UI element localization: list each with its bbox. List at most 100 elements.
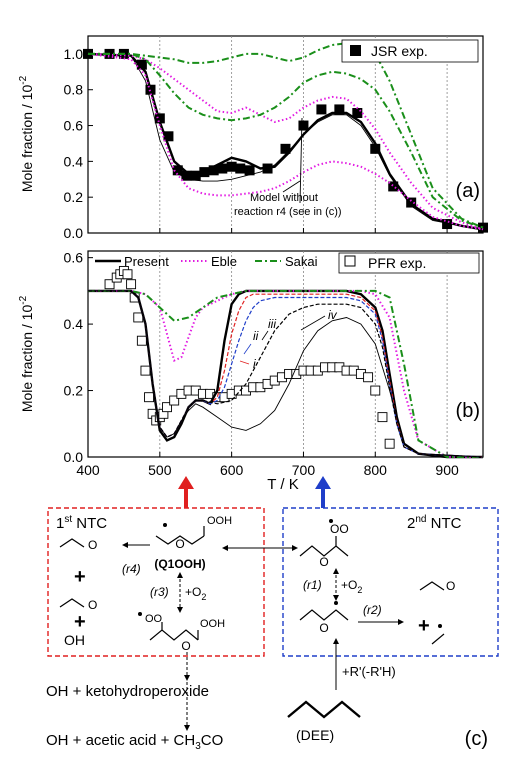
- jsr-exp-point: [244, 165, 255, 176]
- x-tick-label: 900: [435, 462, 459, 478]
- y-tick-label: 0.2: [64, 189, 84, 205]
- plus-2: +: [74, 611, 86, 633]
- acetaldehyde-3: [419, 581, 445, 591]
- jsr-exp-point: [235, 163, 246, 174]
- acetaldehyde-1: [59, 538, 85, 548]
- panel-a-y-ticks: 0.0 0.2 0.4 0.6 0.8 1.0: [64, 46, 93, 241]
- x-tick-label: 700: [292, 462, 316, 478]
- arrow-r1-head-down: [333, 595, 339, 601]
- panel-b-y-axis-label: Mole fraction / 10-2: [18, 295, 35, 412]
- y-tick-label: 0.6: [64, 118, 84, 134]
- ntc-arrows: [178, 476, 331, 508]
- legend-eble-label: Eble: [211, 254, 237, 269]
- curve-pointer-iii: [261, 330, 269, 341]
- ro2-ether-o: O: [319, 555, 328, 569]
- panel-b-series: [88, 265, 484, 459]
- q1ooh-radical-dot: [163, 523, 167, 527]
- jsr-exp-point: [280, 143, 291, 154]
- curve-pointer-i: [239, 360, 250, 365]
- panel-a-label: (a): [456, 180, 480, 202]
- pfr-exp-point: [363, 372, 374, 383]
- pfr-exp-point: [384, 438, 395, 449]
- jsr-exp-point: [352, 108, 363, 119]
- arrow-acetic-head: [184, 725, 190, 731]
- acetaldehyde-3-o: O: [446, 579, 455, 593]
- product-acetic-acid: OH + acetic acid + CH3CO: [46, 732, 223, 752]
- series-line-model_no_r4: [87, 53, 484, 230]
- r4-label: (r4): [122, 562, 141, 576]
- r2-label: (r2): [363, 603, 382, 617]
- reaction-scheme: 1st NTC 2nd NTC OOH O (Q1OOH) (r4) O + O…: [46, 507, 499, 752]
- o2qooh-ether-o: O: [181, 639, 190, 653]
- jsr-exp-point: [298, 120, 309, 131]
- panel-b-frame: [87, 250, 484, 458]
- series-line-v_i: [88, 290, 484, 458]
- dee-skeleton: [287, 700, 361, 719]
- product-ketohydroperoxide: OH + ketohydroperoxide: [46, 683, 209, 700]
- ntc2-arrow-head: [315, 476, 331, 489]
- series-line-eble: [88, 289, 483, 458]
- pfr-exp-point: [104, 279, 115, 290]
- panel-b-label: (b): [456, 400, 480, 422]
- arrow-dee-head: [333, 638, 339, 644]
- y-tick-label: 0.6: [64, 250, 84, 266]
- jsr-exp-point: [478, 222, 488, 233]
- q1ooh-ooh-label: OOH: [207, 515, 232, 527]
- panel-a-frame: [87, 35, 484, 234]
- x-tick-label: 500: [148, 462, 172, 478]
- legend-pfr-marker: [344, 255, 356, 267]
- jsr-exp-point: [388, 181, 399, 192]
- jsr-exp-point: [172, 165, 183, 176]
- ro2-oo-label: OO: [330, 522, 349, 536]
- legend-jsr-label: JSR exp.: [371, 43, 428, 59]
- curve-label-ii: ii: [253, 329, 259, 343]
- acetaldehyde-2-o: O: [88, 598, 97, 612]
- y-tick-label: 0.4: [64, 153, 84, 169]
- y-tick-label: 0.2: [64, 383, 84, 399]
- o2qooh-skeleton: [149, 629, 199, 641]
- panel-a-y-axis-label: Mole fraction / 10-2: [18, 75, 35, 192]
- acetaldehyde-2: [59, 598, 85, 608]
- y-tick-label: 0.4: [64, 316, 84, 332]
- pfr-exp-point: [136, 335, 147, 346]
- legend-pfr-label: PFR exp.: [368, 255, 426, 271]
- jsr-exp-point: [226, 161, 237, 172]
- h-abstraction-label: +R'(-R'H): [342, 664, 396, 679]
- panel-c-label: (c): [465, 728, 488, 750]
- curve-label-iii: iii: [268, 317, 276, 331]
- ro2-radical-dot: [329, 519, 333, 523]
- q1ooh-label: (Q1OOH): [154, 557, 205, 571]
- pfr-exp-point: [370, 385, 381, 396]
- jsr-exp-point: [217, 163, 228, 174]
- panel-b-legend-box: [338, 252, 480, 274]
- arrow-r2-head: [398, 619, 404, 625]
- series-line-eble_lower: [87, 52, 484, 231]
- y-tick-label: 1.0: [64, 46, 84, 62]
- o2qooh-ooh-label: OOH: [200, 618, 225, 630]
- panel-b-y-ticks: 0.0 0.2 0.4 0.6: [64, 250, 93, 465]
- x-tick-label: 800: [364, 462, 388, 478]
- series-line-sakai: [88, 289, 483, 458]
- annotation-arrow-2: [299, 117, 303, 204]
- arrow-r3-head-up: [177, 572, 183, 578]
- ethyl-radical-dot: [438, 624, 442, 628]
- curve-label-i: i: [253, 357, 256, 371]
- jsr-exp-point: [442, 219, 453, 230]
- pfr-exp-point: [377, 412, 388, 423]
- panel-b-gridlines: [159, 251, 448, 457]
- curve-pointer-ii: [243, 343, 252, 355]
- q1ooh-skeleton: [155, 535, 205, 545]
- ro2-skeleton: [299, 545, 349, 557]
- o2qooh-oo-label: OO: [145, 613, 163, 625]
- jsr-exp-point: [208, 165, 219, 176]
- r1-o2: +O2: [341, 578, 362, 595]
- r-radical-ether-o: O: [319, 621, 328, 635]
- r-radical-skeleton: [299, 609, 349, 621]
- isomerization-head-left: [222, 545, 228, 551]
- series-line-present: [87, 52, 484, 231]
- plus-1: +: [74, 566, 86, 588]
- ntc1-box: [47, 507, 265, 657]
- r3-o2: +O2: [185, 585, 206, 602]
- ntc1-arrow-head: [178, 476, 194, 489]
- jsr-exp-point: [370, 143, 381, 154]
